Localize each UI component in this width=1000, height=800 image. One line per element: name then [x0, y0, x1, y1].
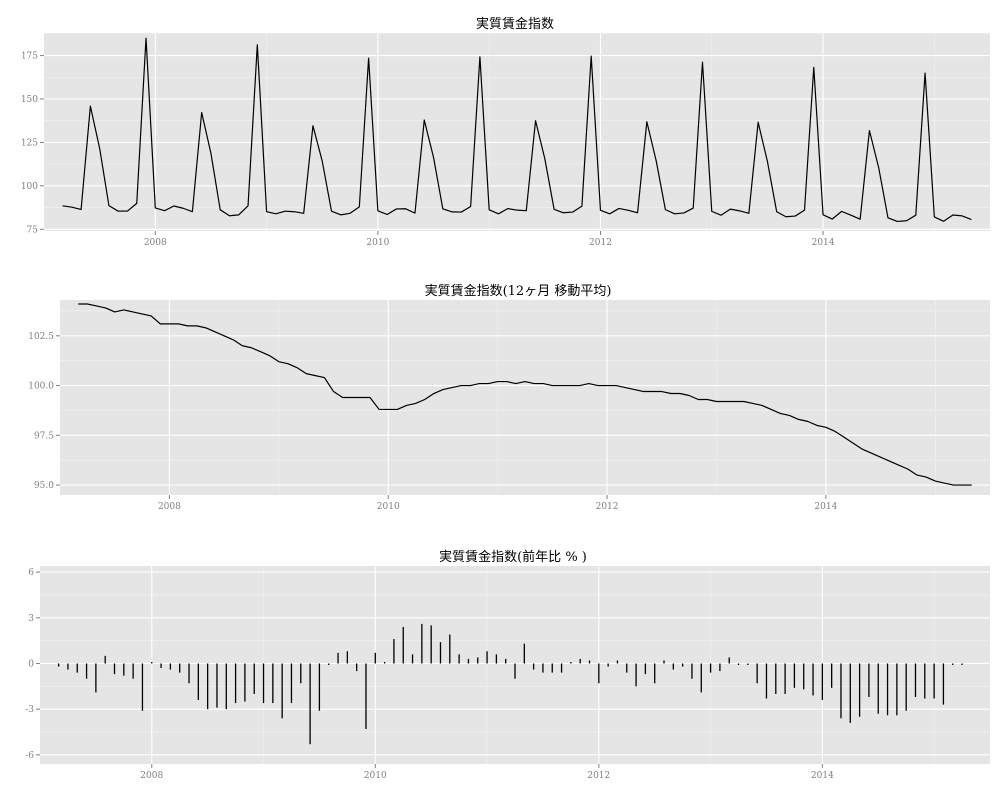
chart-3-x-axis: 2008 2010 2012 2014 — [140, 764, 834, 781]
chart-2-y-tick-label: 97.5 — [34, 431, 54, 441]
chart-panel-1: 実質賃金指数 75 100 125 150 175 2008 2010 2012 2014 — [21, 16, 990, 248]
chart-1-minor-grid — [44, 33, 990, 231]
chart-3-y-tick-label: -6 — [25, 751, 34, 761]
chart-3-y-axis: -6 -3 0 3 6 — [25, 568, 40, 761]
chart-3-title: 実質賃金指数(前年比 % ) — [439, 549, 587, 565]
chart-1-y-tick-label: 125 — [21, 138, 38, 148]
chart-1-y-axis: 75 100 125 150 175 — [21, 52, 44, 235]
chart-1-y-tick-label: 150 — [21, 95, 38, 105]
chart-1-major-grid — [44, 33, 990, 231]
chart-2-y-tick-label: 102.5 — [28, 332, 54, 342]
chart-2-major-grid — [60, 300, 990, 495]
chart-3-x-tick-label: 2008 — [140, 771, 163, 781]
chart-2-series-line — [78, 303, 972, 486]
chart-3-x-tick-label: 2012 — [587, 771, 610, 781]
chart-2-title: 実質賃金指数(12ヶ月 移動平均) — [425, 283, 612, 299]
chart-2-plot-area — [60, 300, 990, 495]
chart-3-y-tick-label: -3 — [25, 705, 34, 715]
chart-2-y-tick-label: 95.0 — [34, 481, 54, 491]
chart-3-y-tick-label: 0 — [28, 659, 34, 669]
chart-1-plot-area — [44, 33, 990, 231]
chart-2-y-tick-label: 100.0 — [28, 382, 54, 392]
chart-2-series-marks — [78, 303, 972, 486]
chart-2-x-tick-label: 2010 — [377, 502, 400, 512]
chart-1-y-tick-label: 75 — [27, 225, 39, 235]
chart-1-y-tick-label: 100 — [21, 182, 38, 192]
chart-1-x-tick-label: 2012 — [589, 238, 612, 248]
chart-3-bar-marks — [57, 623, 963, 745]
chart-2-x-tick-label: 2012 — [596, 502, 619, 512]
chart-1-y-tick-label: 175 — [21, 52, 38, 62]
chart-1-x-tick-label: 2010 — [366, 238, 389, 248]
chart-2-minor-grid — [60, 300, 990, 495]
chart-1-title: 実質賃金指数 — [476, 16, 554, 32]
chart-panel-3: 実質賃金指数(前年比 % ) -6 -3 0 3 6 2008 2010 2012 2014 — [25, 549, 990, 781]
chart-1-x-tick-label: 2014 — [812, 238, 835, 248]
chart-2-x-axis: 2008 2010 2012 2014 — [158, 495, 838, 512]
chart-3-y-tick-label: 6 — [28, 568, 34, 578]
chart-2-x-tick-label: 2014 — [814, 502, 837, 512]
chart-1-series-marks — [62, 37, 972, 223]
chart-1-series-line — [62, 37, 972, 223]
chart-3-x-tick-label: 2014 — [811, 771, 834, 781]
chart-3-x-tick-label: 2010 — [364, 771, 387, 781]
chart-1-x-tick-label: 2008 — [144, 238, 167, 248]
chart-2-x-tick-label: 2008 — [158, 502, 181, 512]
chart-1-x-axis: 2008 2010 2012 2014 — [144, 231, 835, 248]
chart-panel-2: 実質賃金指数(12ヶ月 移動平均) 95.0 97.5 100.0 102.5 200… — [28, 283, 990, 512]
chart-2-y-axis: 95.0 97.5 100.0 102.5 — [28, 332, 60, 491]
chart-3-y-tick-label: 3 — [28, 614, 34, 624]
